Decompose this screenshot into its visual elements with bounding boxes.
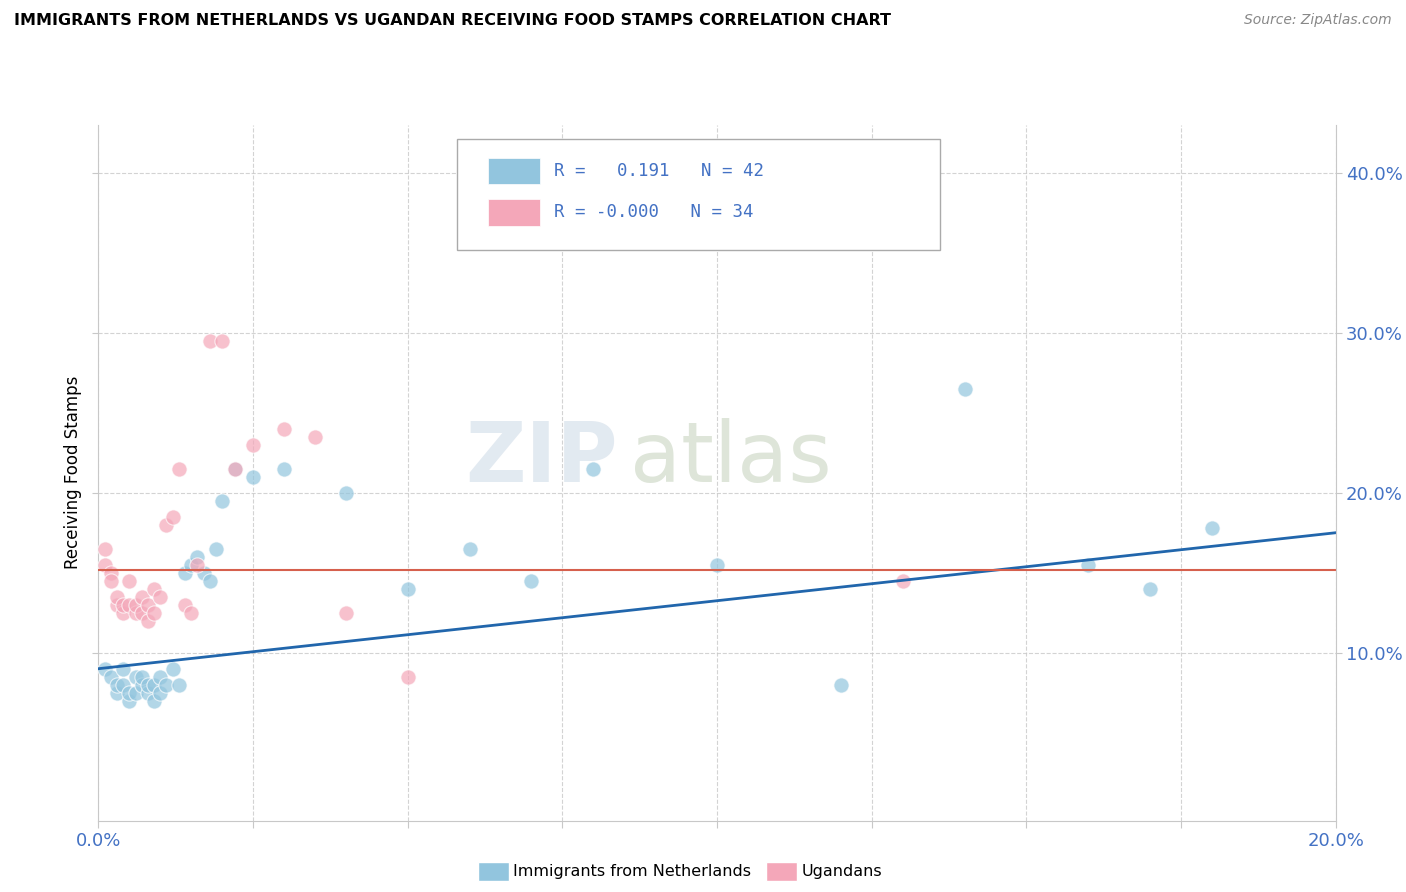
Text: Ugandans: Ugandans [801,864,882,879]
Point [174,598,197,612]
Point [131,606,153,620]
Point [131,670,153,684]
Point [143,678,166,692]
Point [131,678,153,692]
Point [458,541,481,556]
Point [143,694,166,708]
Point [112,678,135,692]
Point [830,678,852,692]
Point [953,382,976,396]
Point [1077,558,1099,572]
Point [136,598,159,612]
Point [124,598,146,612]
Text: ZIP: ZIP [465,418,619,500]
Point [335,606,357,620]
FancyBboxPatch shape [488,199,540,226]
Point [891,574,914,588]
Point [105,590,128,604]
Y-axis label: Receiving Food Stamps: Receiving Food Stamps [63,376,82,569]
Point [304,430,326,444]
Point [118,574,141,588]
FancyBboxPatch shape [488,158,540,184]
Point [193,566,215,580]
Point [93,541,115,556]
Text: Immigrants from Netherlands: Immigrants from Netherlands [513,864,751,879]
Point [224,462,246,476]
Point [136,686,159,700]
Text: R =   0.191   N = 42: R = 0.191 N = 42 [554,161,763,180]
Point [273,462,295,476]
Point [167,462,190,476]
Point [100,566,122,580]
Point [273,422,295,436]
Point [155,678,177,692]
Point [112,598,135,612]
Point [143,582,166,596]
Point [105,598,128,612]
Text: atlas: atlas [630,418,832,500]
Point [124,606,146,620]
Point [205,541,228,556]
Point [180,606,202,620]
Point [136,614,159,628]
Point [93,662,115,676]
Point [162,509,184,524]
Point [706,558,728,572]
Point [112,662,135,676]
Point [186,558,208,572]
Text: Source: ZipAtlas.com: Source: ZipAtlas.com [1244,13,1392,28]
FancyBboxPatch shape [457,139,939,250]
Point [198,334,221,348]
Point [100,670,122,684]
Point [124,686,146,700]
Point [124,670,146,684]
Point [118,598,141,612]
Point [174,566,197,580]
Point [211,493,233,508]
Point [112,606,135,620]
Point [167,678,190,692]
Text: R = -0.000   N = 34: R = -0.000 N = 34 [554,202,754,221]
Point [136,678,159,692]
Point [242,469,264,483]
Point [224,462,246,476]
Point [582,462,605,476]
Point [105,678,128,692]
Point [211,334,233,348]
Point [100,574,122,588]
Text: IMMIGRANTS FROM NETHERLANDS VS UGANDAN RECEIVING FOOD STAMPS CORRELATION CHART: IMMIGRANTS FROM NETHERLANDS VS UGANDAN R… [14,13,891,29]
Point [180,558,202,572]
Point [198,574,221,588]
Point [396,582,419,596]
Point [155,517,177,532]
Point [1201,521,1223,535]
Point [335,485,357,500]
Point [1139,582,1161,596]
Point [143,606,166,620]
Point [118,686,141,700]
Point [242,438,264,452]
Point [396,670,419,684]
Point [162,662,184,676]
Point [131,590,153,604]
Point [105,686,128,700]
Point [149,670,172,684]
Point [149,686,172,700]
Point [93,558,115,572]
Point [186,549,208,564]
Point [149,590,172,604]
Point [520,574,543,588]
Point [118,694,141,708]
